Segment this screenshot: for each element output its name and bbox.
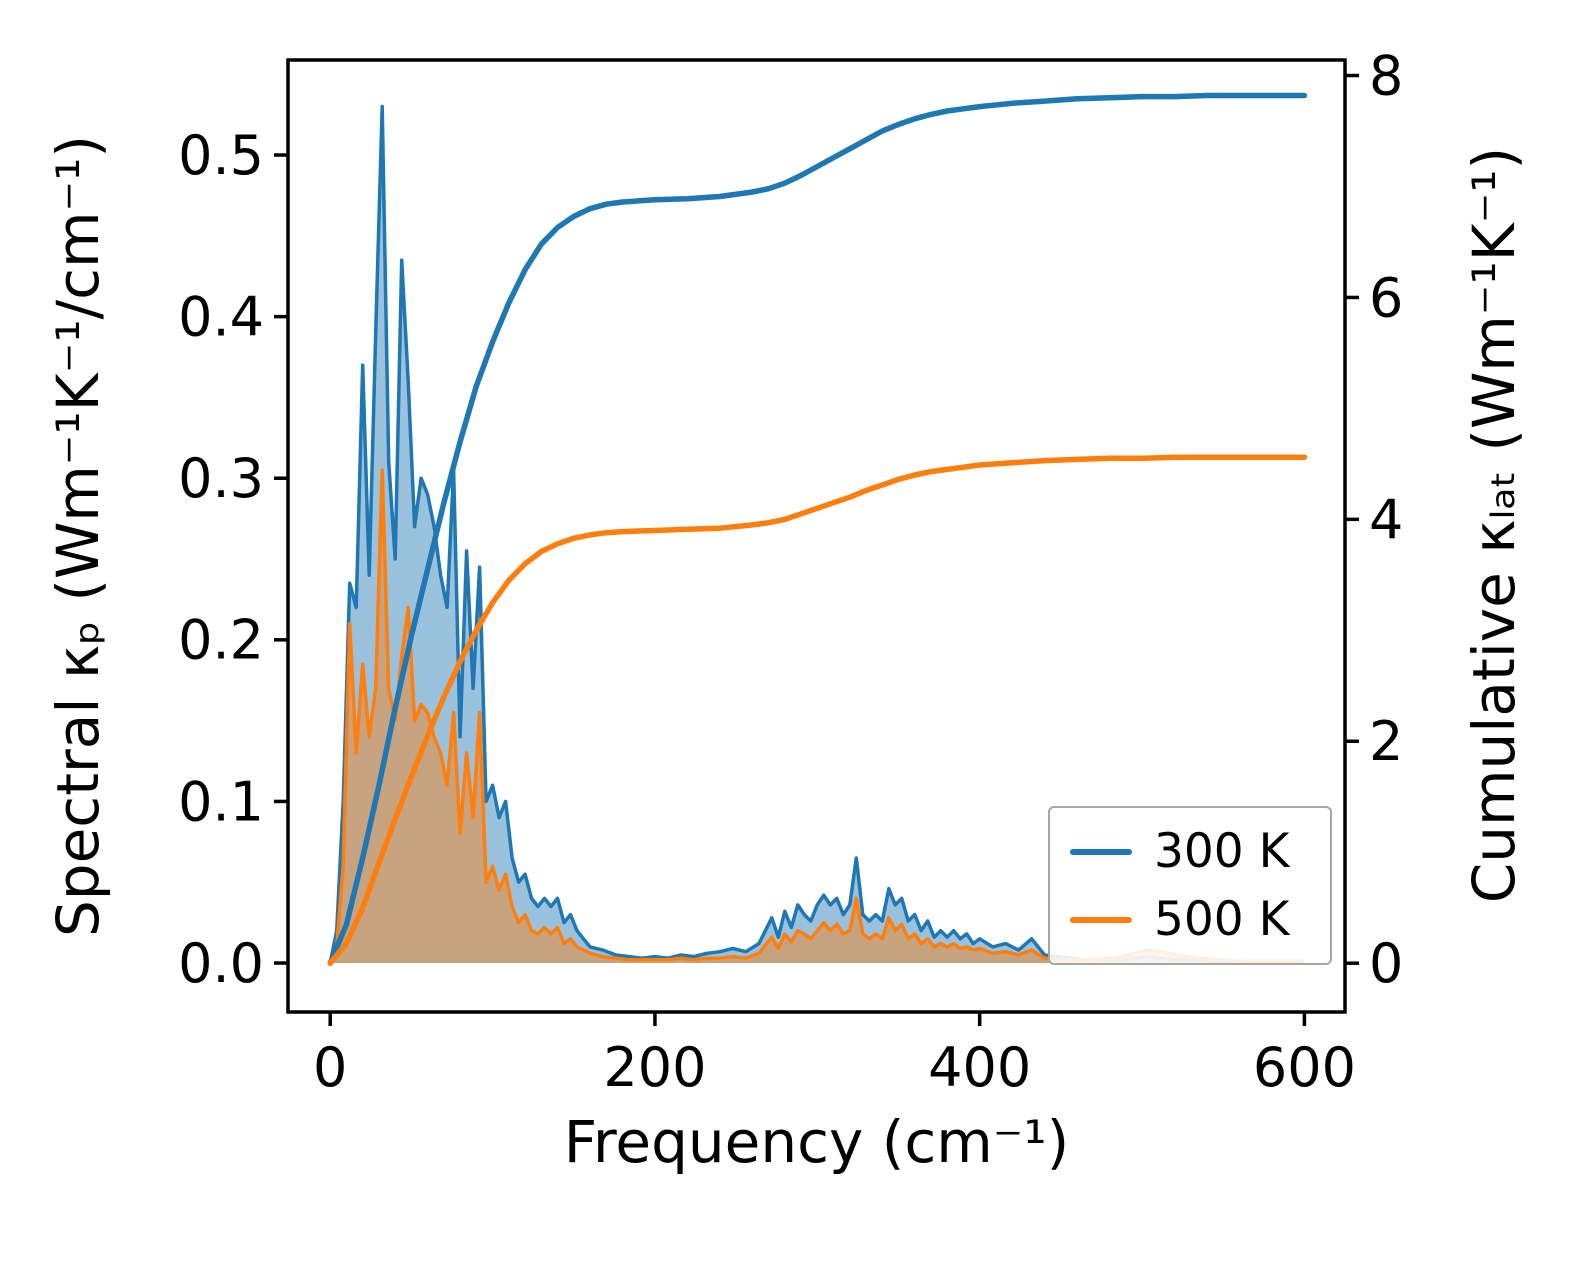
- svg-text:0.2: 0.2: [178, 609, 264, 672]
- x-axis-label: Frequency (cm⁻¹): [563, 1108, 1070, 1176]
- svg-text:400: 400: [928, 1036, 1031, 1099]
- legend-item-300k: 300 K: [1070, 826, 1310, 878]
- svg-text:600: 600: [1253, 1036, 1356, 1099]
- svg-text:0: 0: [1369, 932, 1403, 995]
- svg-text:0.5: 0.5: [178, 124, 264, 187]
- svg-text:8: 8: [1369, 44, 1403, 107]
- svg-text:0.4: 0.4: [178, 286, 264, 349]
- svg-text:0: 0: [313, 1036, 347, 1099]
- legend-line-sample-300k: [1070, 848, 1132, 855]
- legend-label-300k: 300 K: [1154, 824, 1290, 879]
- legend-line-sample-500k: [1070, 916, 1132, 923]
- y-axis-label-left: Spectral κₚ (Wm⁻¹K⁻¹/cm⁻¹): [44, 135, 112, 938]
- svg-text:6: 6: [1369, 266, 1403, 329]
- y-axis-label-right: Cumulative κₗₐₜ (Wm⁻¹K⁻¹): [1460, 146, 1528, 904]
- svg-text:2: 2: [1369, 710, 1403, 773]
- legend: 300 K 500 K: [1048, 806, 1332, 966]
- legend-label-500k: 500 K: [1154, 891, 1290, 947]
- svg-text:0.3: 0.3: [178, 447, 264, 510]
- svg-text:0.0: 0.0: [178, 932, 264, 995]
- legend-item-500k: 500 K: [1070, 891, 1310, 947]
- svg-text:4: 4: [1369, 488, 1403, 551]
- svg-text:200: 200: [603, 1036, 706, 1099]
- svg-text:0.1: 0.1: [178, 770, 264, 833]
